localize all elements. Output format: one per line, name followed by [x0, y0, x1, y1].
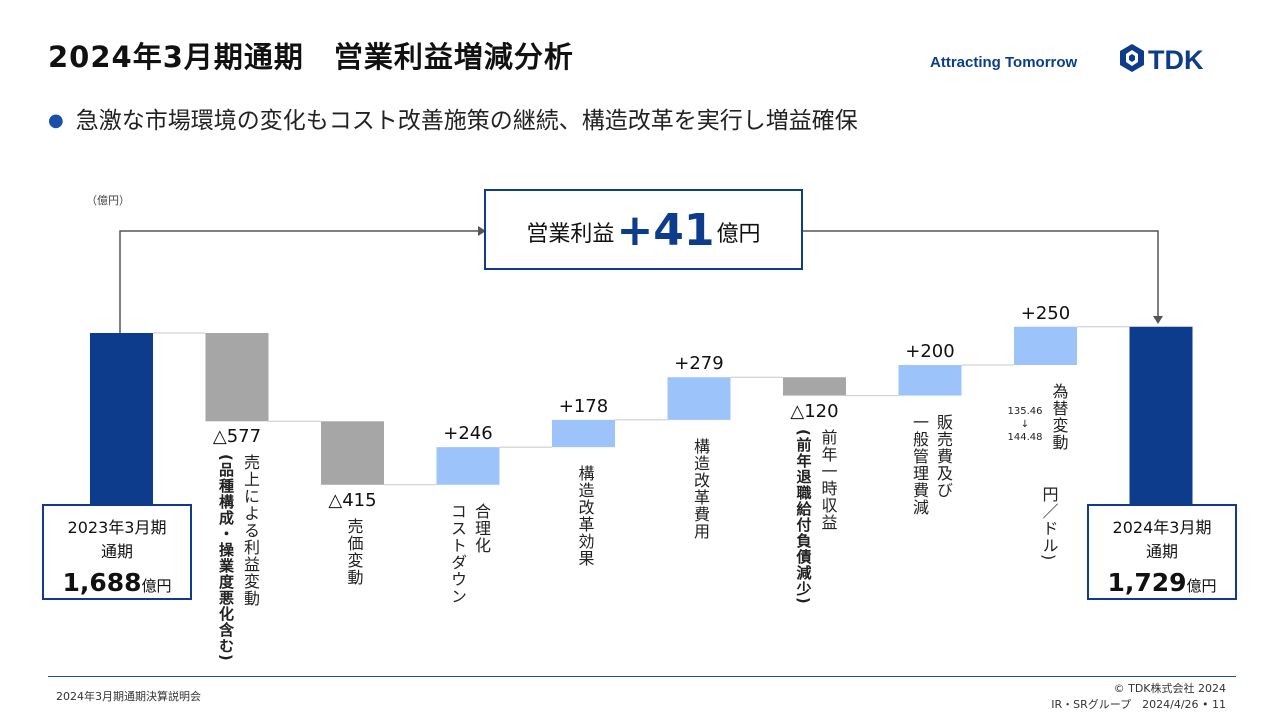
category-label: 合理化 [472, 502, 491, 554]
category-sublabel: (前年退職給付負債減少) [794, 428, 813, 605]
end-period: 2024年3月期 [1112, 518, 1212, 537]
category-label: 構造改革効果 [575, 465, 595, 568]
waterfall-bar [205, 333, 269, 422]
callout-unit: 億円 [716, 222, 761, 247]
footer-copyright: © TDK株式会社 2024 [1113, 682, 1226, 695]
page-title: 2024年3月期通期 営業利益増減分析 [48, 40, 574, 74]
operating-profit-change-callout: 営業利益+41億円 [484, 189, 803, 270]
category-label: 前年一時収益 [818, 428, 838, 531]
exchange-rate-note: 135.46 ↓ 144.48 [1003, 405, 1047, 444]
bar-value-label: △415 [328, 489, 377, 511]
category-sublabel: (品種構成・操業度悪化含む) [217, 454, 235, 662]
category-sublabel: コストダウン [448, 502, 467, 605]
waterfall-bar [436, 447, 500, 485]
bar-value-label: △120 [790, 400, 839, 422]
rate-to: 144.48 [1007, 432, 1043, 443]
waterfall-bar [1014, 326, 1077, 365]
start-period-sub: 通期 [100, 542, 133, 561]
footer-divider [48, 676, 1236, 677]
rate-from: 135.46 [1007, 406, 1043, 417]
start-total-box: 2023年3月期 通期 1,688億円 [42, 504, 192, 600]
start-value: 1,688 [62, 568, 142, 597]
waterfall-bar [898, 364, 962, 396]
category-label: 売価変動 [344, 517, 364, 586]
waterfall-bar [552, 419, 615, 448]
category-label: 販売費及び [934, 413, 953, 499]
bar-value-label: +279 [674, 353, 724, 375]
waterfall-bar [783, 377, 846, 396]
category-label: 為替変動 [1049, 382, 1069, 451]
footer-event: 2024年3月期通期決算説明会 [56, 690, 201, 703]
tdk-emblem-icon [1120, 44, 1144, 72]
bar-value-label: +178 [558, 395, 609, 417]
summary-text: 急激な市場環境の変化もコスト改善施策の継続、構造改革を実行し増益確保 [75, 108, 858, 134]
brand-tagline: Attracting Tomorrow [930, 54, 1078, 71]
end-period-sub: 通期 [1145, 542, 1178, 561]
end-total-bar [1129, 326, 1193, 505]
callout-label: 営業利益 [526, 222, 615, 247]
unit-label: （億円） [86, 194, 130, 207]
change-arrow [119, 226, 1163, 333]
footer-dept-page: IR・SRグループ 2024/4/26 • 11 [1051, 698, 1226, 711]
waterfall-bar [667, 377, 731, 420]
callout-value: +41 [616, 205, 715, 256]
end-unit: 億円 [1186, 577, 1217, 595]
bar-value-label: +246 [443, 423, 493, 445]
rate-arrow-icon: ↓ [1020, 419, 1030, 430]
tdk-logo: TDK [1120, 44, 1204, 74]
waterfall-bar [321, 421, 384, 485]
category-label: 構造改革費用 [691, 437, 710, 540]
category-sublabel: 円／ドル) [1039, 486, 1059, 562]
category-sublabel: 一般管理費減 [910, 413, 929, 516]
bar-value-label: +200 [905, 340, 955, 362]
footer-info: © TDK株式会社 2024 IR・SRグループ 2024/4/26 • 11 [1000, 681, 1226, 713]
bullet-dot-icon: ● [48, 110, 64, 131]
end-value: 1,729 [1107, 568, 1187, 597]
logo-text: TDK [1148, 45, 1204, 74]
start-unit: 億円 [141, 577, 172, 595]
start-period: 2023年3月期 [67, 518, 167, 537]
bar-value-label: +250 [1020, 302, 1071, 324]
start-total-bar [90, 333, 153, 505]
bar-value-label: △577 [212, 426, 262, 448]
end-total-box: 2024年3月期 通期 1,729億円 [1087, 504, 1237, 600]
category-label: 売上による利益変動 [241, 454, 260, 608]
summary-bullet: ● 急激な市場環境の変化もコスト改善施策の継続、構造改革を実行し増益確保 [48, 101, 858, 135]
